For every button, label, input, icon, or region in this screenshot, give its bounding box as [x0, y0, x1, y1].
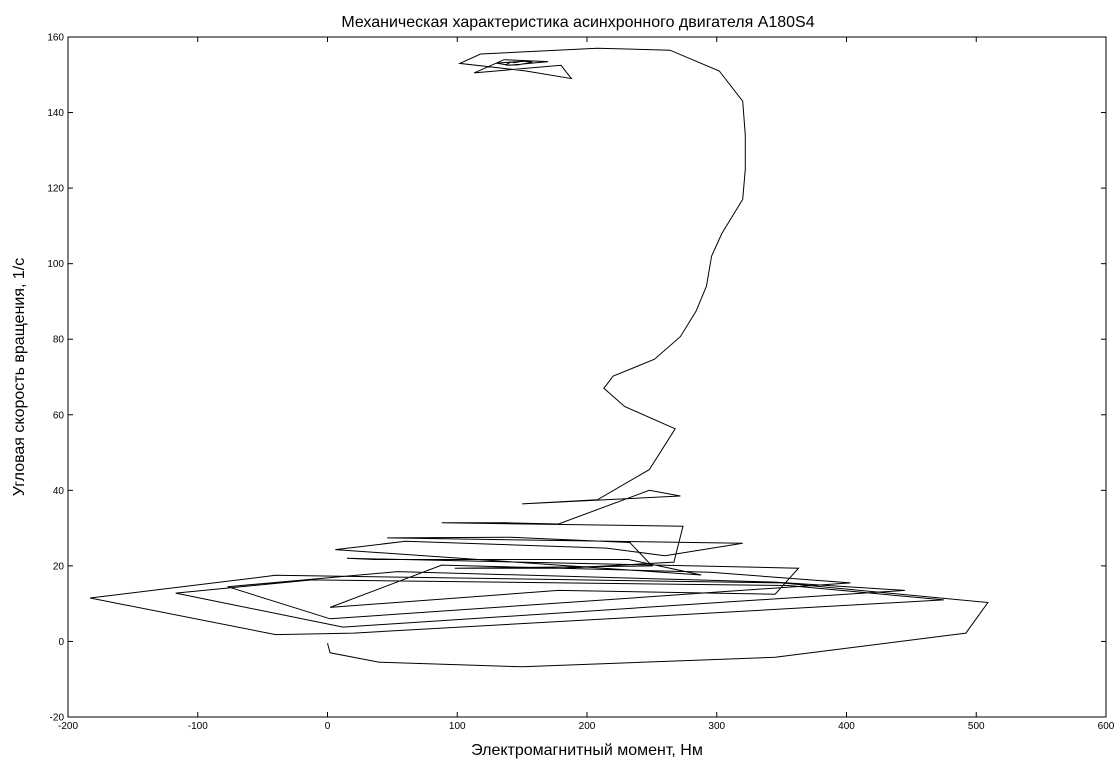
- y-tick-label: 40: [53, 486, 65, 497]
- x-tick-label: 100: [449, 721, 466, 732]
- x-tick-label: -100: [188, 721, 208, 732]
- y-tick-label: 100: [47, 259, 64, 270]
- y-tick-label: 80: [53, 335, 65, 346]
- x-tick-label: 500: [968, 721, 985, 732]
- y-tick-label: 160: [47, 33, 64, 44]
- plot-area: [67, 36, 1107, 718]
- chart-title: Механическая характеристика асинхронного…: [341, 14, 814, 31]
- y-tick-label: -20: [50, 713, 65, 724]
- x-tick-label: 0: [325, 721, 331, 732]
- y-tick-label: 140: [47, 108, 64, 119]
- tick-labels: -200 -100 0 100 200 300 400 500 600-200204060801…: [47, 33, 1114, 733]
- series-layer: [90, 47, 989, 668]
- y-axis-label: Угловая скорость вращения, 1/с: [11, 258, 28, 497]
- y-tick-label: 0: [58, 637, 64, 648]
- y-tick-label: 120: [47, 184, 64, 195]
- x-axis-label: Электромагнитный момент, Нм: [471, 742, 703, 759]
- series-line: [90, 47, 989, 668]
- x-tick-label: 200: [579, 721, 596, 732]
- y-tick-label: 60: [53, 410, 65, 421]
- x-tick-label: 600: [1098, 721, 1115, 732]
- x-tick-label: -200: [58, 721, 78, 732]
- axis-ticks: [67, 36, 1107, 718]
- x-tick-label: 300: [708, 721, 725, 732]
- y-tick-label: 20: [53, 561, 65, 572]
- x-tick-label: 400: [838, 721, 855, 732]
